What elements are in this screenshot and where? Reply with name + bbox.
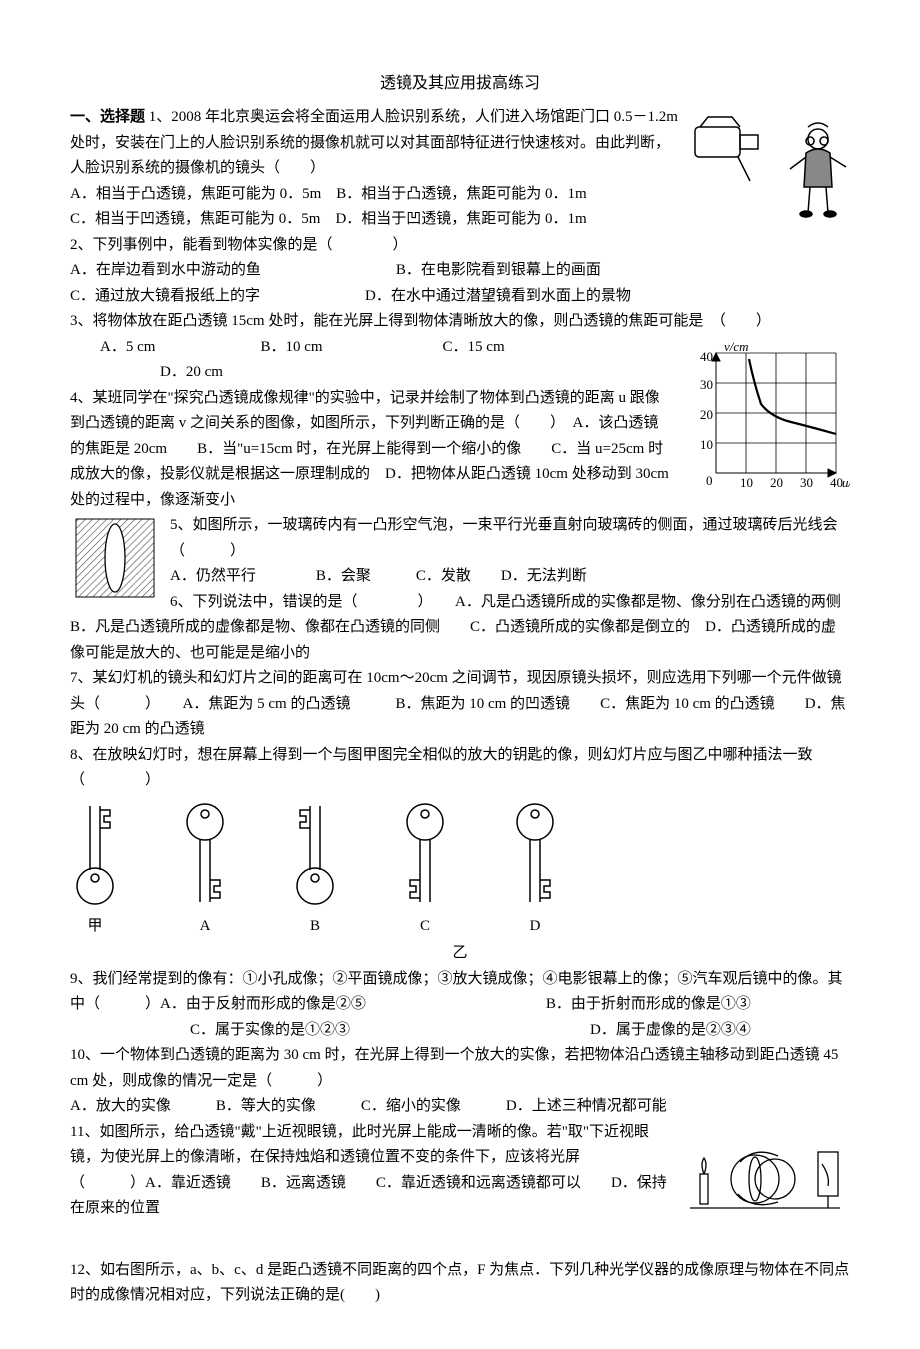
svg-text:40: 40	[700, 349, 713, 364]
q2-opts1: A．在岸边看到水中游动的鱼 B．在电影院看到银幕上的画面	[70, 258, 850, 284]
q9b: C．属于实像的是①②③ D．属于虚像的是②③④	[70, 1018, 850, 1044]
svg-text:20: 20	[770, 475, 783, 490]
q7: 7、某幻灯机的镜头和幻灯片之间的距离可在 10cm～20cm 之间调节，现因原镜…	[70, 666, 850, 743]
q2-opts2: C．通过放大镜看报纸上的字 D．在水中通过潜望镜看到水面上的景物	[70, 284, 850, 310]
q5-opts: A．仍然平行 B．会聚 C．发散 D．无法判断	[70, 564, 850, 590]
q2-stem: 2、下列事例中，能看到物体实像的是（ ）	[70, 233, 850, 259]
q12-stem: 12、如右图所示，a、b、c、d 是距凸透镜不同距离的四个点，F 为焦点．下列几…	[70, 1258, 850, 1309]
figure-candle-lens	[680, 1124, 850, 1224]
svg-text:10: 10	[740, 475, 753, 490]
figure-keys: 甲 A B	[70, 800, 850, 940]
svg-text:v/cm: v/cm	[724, 339, 749, 354]
q8-stem: 8、在放映幻灯时，想在屏幕上得到一个与图甲图完全相似的放大的钥匙的像，则幻灯片应…	[70, 743, 850, 794]
q3-stem: 3、将物体放在距凸透镜 15cm 处时，能在光屏上得到物体清晰放大的像，则凸透镜…	[70, 309, 850, 335]
svg-text:30: 30	[800, 475, 813, 490]
q9: 9、我们经常提到的像有：①小孔成像；②平面镜成像；③放大镜成像；④电影银幕上的像…	[70, 967, 850, 1018]
figure-camera-person	[690, 109, 850, 219]
q10-opts: A．放大的实像 B．等大的实像 C．缩小的实像 D．上述三种情况都可能	[70, 1094, 850, 1120]
svg-text:0: 0	[706, 473, 713, 488]
svg-text:u/cm: u/cm	[842, 475, 850, 490]
q6: 6、下列说法中，错误的是（ ） A．凡是凸透镜所成的实像都是物、像分别在凸透镜的…	[70, 590, 850, 667]
figure-glass-slab	[70, 513, 160, 603]
q5-stem: 5、如图所示，一玻璃砖内有一凸形空气泡，一束平行光垂直射向玻璃砖的侧面，通过玻璃…	[70, 513, 850, 564]
svg-text:20: 20	[700, 407, 713, 422]
section1-label: 一、选择题	[70, 109, 145, 125]
page-title: 透镜及其应用拔高练习	[70, 70, 850, 97]
q10-stem: 10、一个物体到凸透镜的距离为 30 cm 时，在光屏上得到一个放大的实像，若把…	[70, 1043, 850, 1094]
figure-uv-chart: 40 30 20 10 0 10 20 30 40 v/cm u/cm	[680, 339, 850, 499]
svg-text:30: 30	[700, 377, 713, 392]
label-yi: 乙	[70, 941, 850, 967]
svg-text:10: 10	[700, 437, 713, 452]
